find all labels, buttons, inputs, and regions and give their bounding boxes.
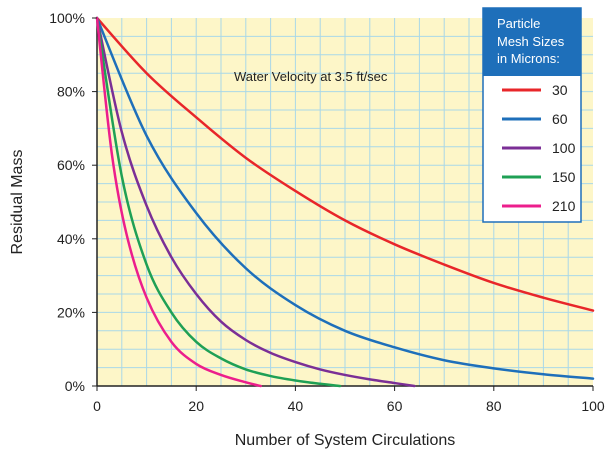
tick-labels: 0 20 40 60 80 100 0% 20% 40% 60% 80% 100% [49, 10, 605, 414]
series-line-100 [95, 16, 416, 388]
legend-items: 30 60 100 150 210 [502, 82, 576, 214]
legend-title-line-2: Mesh Sizes [497, 34, 565, 49]
legend-header [483, 8, 581, 76]
y-tick-label: 40% [57, 231, 85, 247]
series-group [95, 16, 595, 388]
x-tick-label: 0 [93, 398, 101, 414]
legend-title-line-1: Particle [497, 16, 540, 31]
y-tick-label: 0% [65, 378, 85, 394]
x-tick-label: 80 [486, 398, 502, 414]
y-tick-label: 100% [49, 10, 85, 26]
x-tick-label: 60 [387, 398, 403, 414]
y-tick-label: 20% [57, 304, 85, 320]
legend-label-60: 60 [552, 111, 568, 127]
legend-title-line-3: in Microns: [497, 51, 560, 66]
x-tick-label: 40 [288, 398, 304, 414]
series-line-30 [95, 16, 595, 312]
x-tick-label: 100 [581, 398, 605, 414]
series-line-210 [95, 16, 262, 388]
x-tick-label: 20 [188, 398, 204, 414]
legend: Particle Mesh Sizes in Microns: 30 60 100 1… [482, 7, 582, 223]
y-axis-title: Residual Mass [9, 150, 26, 255]
legend-label-30: 30 [552, 82, 568, 98]
y-tick-label: 80% [57, 84, 85, 100]
legend-label-150: 150 [552, 169, 576, 185]
chart-annotation: Water Velocity at 3.5 ft/sec [234, 69, 388, 84]
legend-label-210: 210 [552, 198, 576, 214]
legend-label-100: 100 [552, 140, 576, 156]
series-line-60 [95, 16, 595, 380]
axes [96, 18, 593, 387]
y-tick-label: 60% [57, 157, 85, 173]
x-axis-title: Number of System Circulations [235, 432, 456, 449]
series-line-150 [95, 16, 342, 388]
